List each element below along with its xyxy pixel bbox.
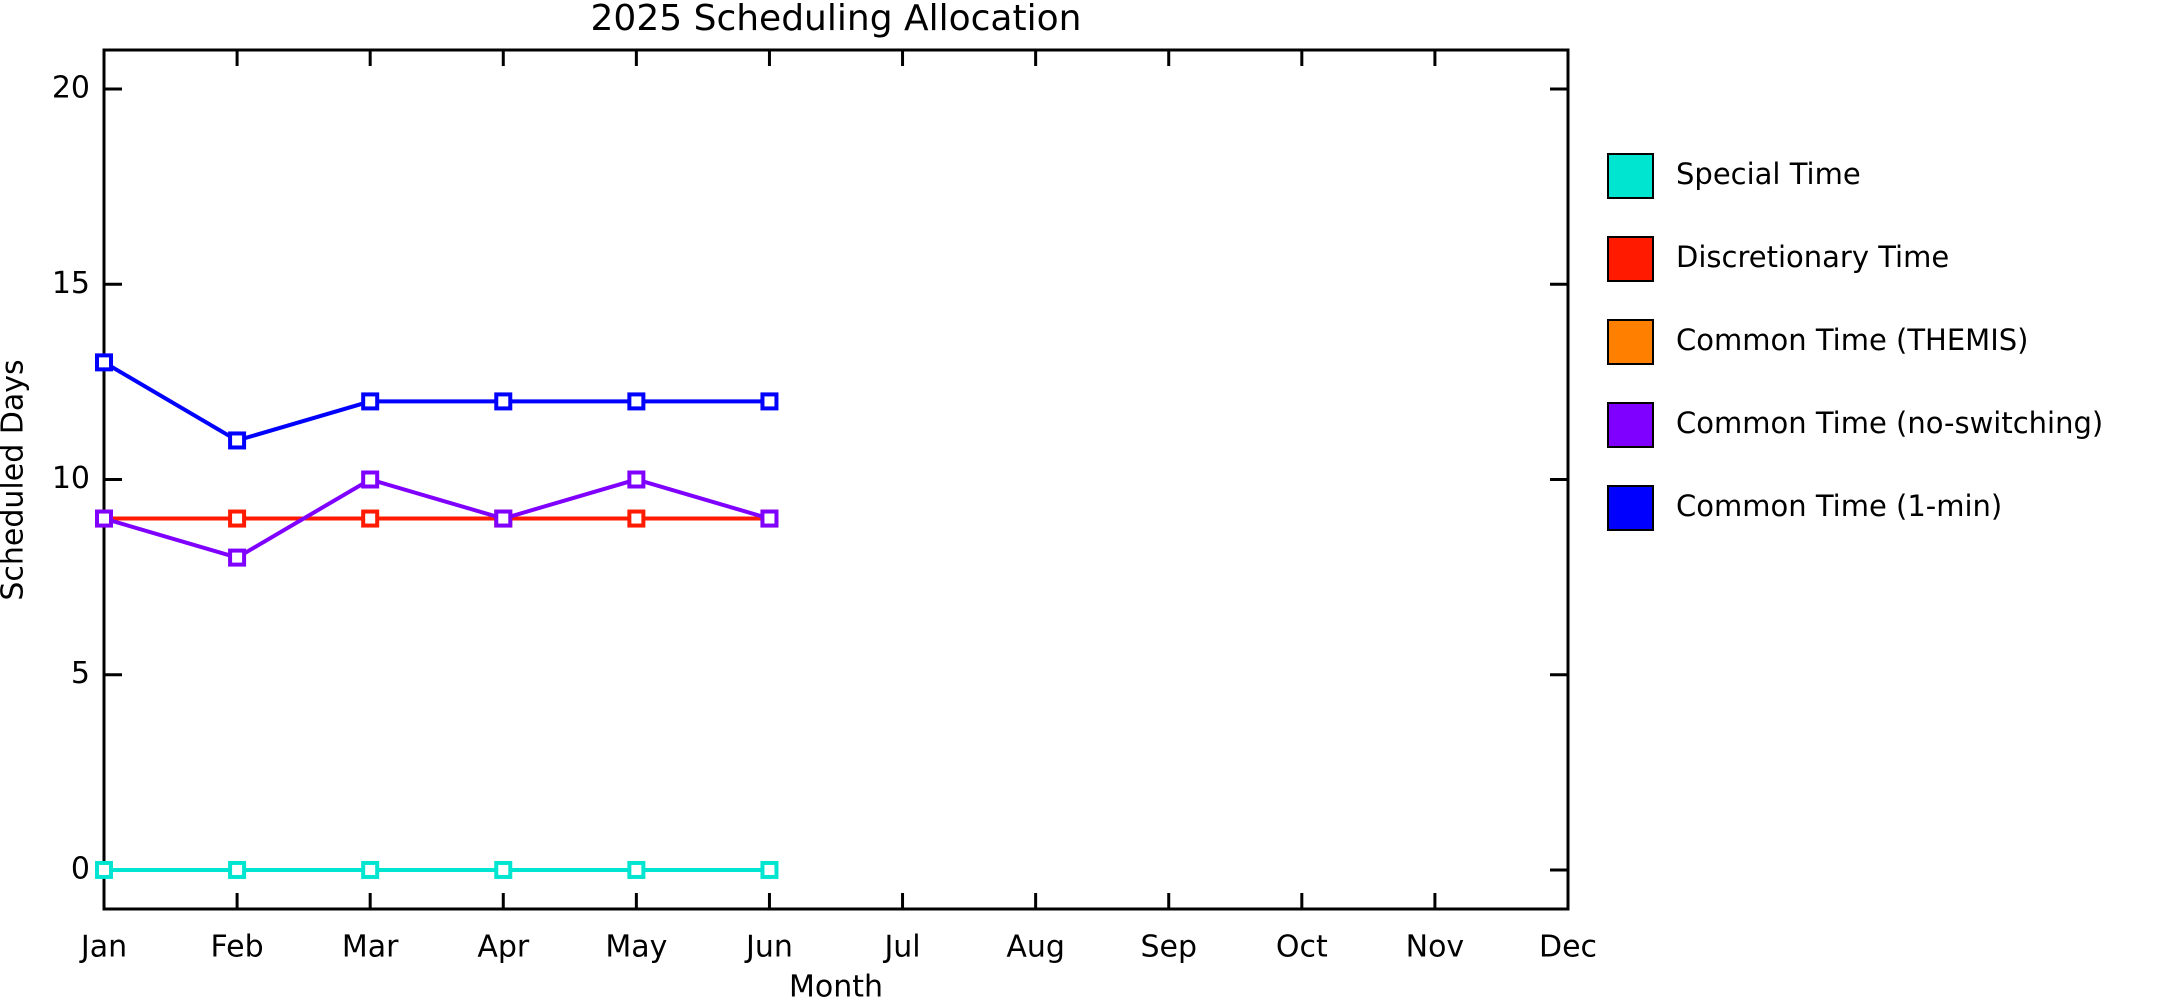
x-tick-label: Jun — [744, 930, 793, 965]
point-marker — [760, 509, 779, 528]
y-tick-label: 5 — [71, 656, 90, 691]
x-tick-label: Dec — [1539, 930, 1597, 965]
plot-frame — [102, 48, 1570, 911]
legend-label: Special Time — [1676, 157, 1861, 191]
x-tick-label: Mar — [342, 930, 399, 965]
point-marker — [228, 509, 247, 528]
point-marker — [361, 860, 380, 879]
series-line — [102, 360, 770, 443]
x-tick-label: Nov — [1406, 930, 1465, 965]
point-marker — [95, 353, 113, 372]
series-line — [103, 477, 771, 560]
x-tick-label: Jul — [882, 930, 920, 965]
y-tick-label: 0 — [71, 851, 90, 886]
point-marker — [494, 509, 513, 528]
point-marker — [228, 431, 247, 450]
legend-label: Common Time (THEMIS) — [1676, 323, 2028, 357]
point-marker — [627, 860, 646, 879]
x-axis-label: Month — [789, 970, 883, 1000]
legend-label: Common Time (no-switching) — [1676, 406, 2103, 440]
point-marker — [627, 509, 646, 528]
x-tick-label: May — [605, 930, 667, 965]
point-marker — [95, 509, 113, 528]
point-marker — [361, 392, 380, 411]
point-marker — [361, 470, 380, 489]
x-tick-label: Jan — [79, 930, 127, 965]
point-marker — [228, 548, 247, 567]
x-tick-label: Oct — [1276, 930, 1328, 965]
y-tick-label: 10 — [52, 461, 90, 496]
x-tick-label: Apr — [477, 930, 530, 965]
legend-swatch — [1607, 319, 1654, 365]
x-tick-label: Feb — [211, 930, 264, 965]
y-tick-label: 20 — [52, 71, 90, 106]
point-marker — [627, 392, 646, 411]
point-marker — [494, 860, 513, 879]
point-marker — [228, 860, 247, 879]
point-marker — [760, 860, 779, 879]
x-tick-label: Aug — [1006, 930, 1065, 965]
y-axis-label: Scheduled Days — [0, 359, 31, 600]
y-tick-label: 15 — [52, 266, 90, 301]
point-marker — [627, 470, 646, 489]
legend-label: Discretionary Time — [1676, 240, 1949, 274]
x-tick-label: Sep — [1140, 930, 1197, 965]
legend-swatch — [1607, 485, 1654, 531]
legend-swatch — [1607, 402, 1654, 448]
point-marker — [760, 392, 779, 411]
chart-title: 2025 Scheduling Allocation — [591, 0, 1082, 39]
legend-swatch — [1607, 153, 1654, 199]
legend-label: Common Time (1-min) — [1676, 489, 2002, 523]
point-marker — [95, 860, 113, 879]
legend-swatch — [1607, 236, 1654, 282]
point-marker — [494, 392, 513, 411]
point-marker — [361, 509, 380, 528]
